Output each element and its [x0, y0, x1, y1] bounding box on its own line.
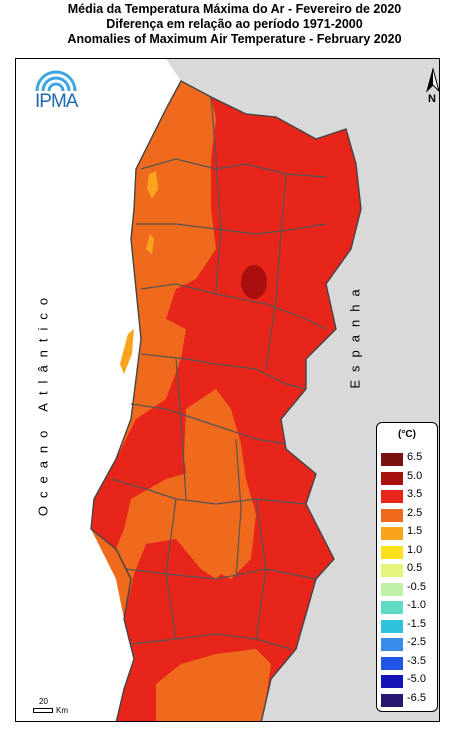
scale-unit: Km — [56, 706, 68, 715]
legend-entry: -1.5 — [381, 617, 437, 633]
legend-swatch — [381, 490, 403, 503]
spain-land — [166, 59, 439, 721]
legend-entry: -3.5 — [381, 654, 437, 670]
legend-label: -1.0 — [407, 599, 426, 611]
legend-entry: -2.5 — [381, 636, 437, 651]
legend-label: -1.5 — [407, 617, 426, 630]
map-canvas — [90, 59, 439, 721]
anomaly-zone-min-2 — [120, 329, 134, 374]
legend-swatch — [381, 619, 403, 633]
legend-label: 1.5 — [407, 525, 423, 537]
map-frame: IPMA N — [15, 58, 440, 722]
legend-swatch — [381, 693, 403, 707]
scale-bar: 20 Km — [33, 697, 73, 723]
legend-swatch — [381, 453, 403, 466]
legend-entry: 3.5 — [381, 488, 437, 503]
map-titles: Média da Temperatura Máxima do Ar - Feve… — [0, 2, 469, 47]
legend-label: 3.5 — [407, 488, 423, 500]
anomaly-zone-central — [184, 389, 256, 579]
north-arrow: N — [423, 67, 439, 107]
ipma-logo: IPMA — [33, 67, 83, 112]
anomaly-zone-max — [241, 265, 267, 299]
legend-swatch — [381, 545, 403, 559]
legend-entry: -6.5 — [381, 691, 437, 707]
title-line-1: Média da Temperatura Máxima do Ar - Feve… — [67, 2, 402, 16]
title-line-3: Anomalies of Maximum Air Temperature - F… — [67, 32, 402, 46]
north-label: N — [428, 93, 436, 105]
legend-label: -0.5 — [407, 580, 426, 593]
legend-label: -2.5 — [407, 636, 426, 648]
legend-label: -5.0 — [407, 673, 426, 685]
legend-swatch — [381, 508, 403, 522]
legend-swatch — [381, 675, 403, 688]
legend-label: -6.5 — [407, 691, 426, 704]
ipma-logo-text: IPMA — [35, 91, 78, 112]
legend-entry: 5.0 — [381, 469, 437, 485]
legend-unit: (°C) — [398, 429, 416, 440]
anomaly-zone-south — [156, 649, 271, 721]
legend-label: 2.5 — [407, 506, 423, 519]
spain-label: Espanha — [347, 281, 363, 389]
legend-swatch — [381, 527, 403, 540]
title-line-2: Diferença em relação ao período 1971-200… — [106, 17, 363, 31]
legend-swatch — [381, 656, 403, 670]
legend-swatch — [381, 564, 403, 577]
legend-entry: -0.5 — [381, 580, 437, 596]
legend-entry: 6.5 — [381, 451, 437, 466]
legend-label: -3.5 — [407, 654, 426, 667]
color-legend: (°C) 6.5 5.0 3.5 2.5 1.5 1.0 0.5 -0.5 -1.0 -1.5 -2… — [376, 422, 438, 712]
legend-label: 5.0 — [407, 469, 423, 482]
scale-value: 20 — [39, 697, 48, 706]
legend-swatch — [381, 471, 403, 485]
ocean-label: Oceano Atlântico — [35, 289, 51, 517]
legend-swatch — [381, 582, 403, 596]
district-boundaries — [110, 96, 327, 650]
legend-entry: -5.0 — [381, 673, 437, 688]
legend-label: 6.5 — [407, 451, 423, 463]
anomaly-zone-min-1 — [147, 171, 158, 199]
legend-label: 0.5 — [407, 562, 423, 574]
scale-bar-graphic — [33, 708, 53, 713]
legend-entry: 1.0 — [381, 543, 437, 559]
legend-label: 1.0 — [407, 543, 423, 556]
ipma-arc-logo-icon — [35, 70, 77, 92]
legend-entry: 0.5 — [381, 562, 437, 577]
legend-entry: 1.5 — [381, 525, 437, 540]
legend-swatch — [381, 638, 403, 651]
legend-entry: -1.0 — [381, 599, 437, 614]
north-arrow-icon — [426, 67, 439, 93]
anomaly-zone-min-3 — [146, 234, 154, 254]
legend-swatch — [381, 601, 403, 614]
legend-entry: 2.5 — [381, 506, 437, 522]
portugal-border — [90, 80, 362, 721]
